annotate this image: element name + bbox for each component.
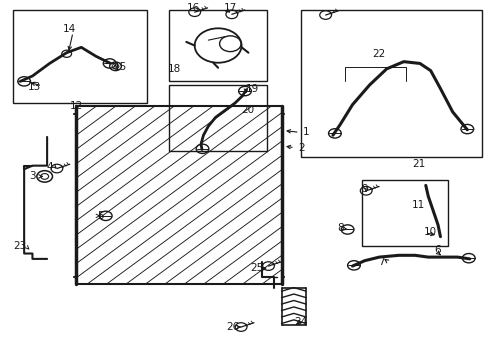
Text: 10: 10: [424, 227, 437, 237]
Bar: [362, 180, 448, 246]
Text: 26: 26: [226, 322, 240, 332]
Text: 6: 6: [435, 245, 441, 255]
Text: 9: 9: [362, 184, 368, 194]
Text: 19: 19: [245, 84, 259, 94]
Text: 3: 3: [29, 171, 36, 181]
Text: 12: 12: [70, 102, 83, 112]
Text: 18: 18: [168, 64, 181, 74]
Text: 13: 13: [28, 82, 42, 92]
Text: 22: 22: [373, 49, 386, 59]
Text: 14: 14: [63, 24, 76, 35]
Bar: [13, 10, 147, 103]
Text: 21: 21: [412, 159, 425, 169]
Text: 20: 20: [241, 105, 254, 115]
Text: 17: 17: [224, 3, 237, 13]
Bar: [169, 10, 267, 81]
Text: 23: 23: [14, 241, 27, 251]
Text: 4: 4: [46, 162, 53, 172]
Text: 5: 5: [98, 211, 104, 221]
Text: 25: 25: [250, 263, 264, 273]
Text: 15: 15: [114, 62, 127, 72]
Text: 11: 11: [412, 200, 425, 210]
Text: 16: 16: [187, 3, 200, 13]
Text: 8: 8: [337, 224, 343, 233]
Text: 2: 2: [298, 143, 304, 153]
Text: 7: 7: [378, 257, 385, 267]
Text: 24: 24: [294, 317, 308, 327]
Bar: [169, 85, 267, 151]
Text: 1: 1: [303, 127, 309, 136]
Bar: [301, 10, 482, 157]
